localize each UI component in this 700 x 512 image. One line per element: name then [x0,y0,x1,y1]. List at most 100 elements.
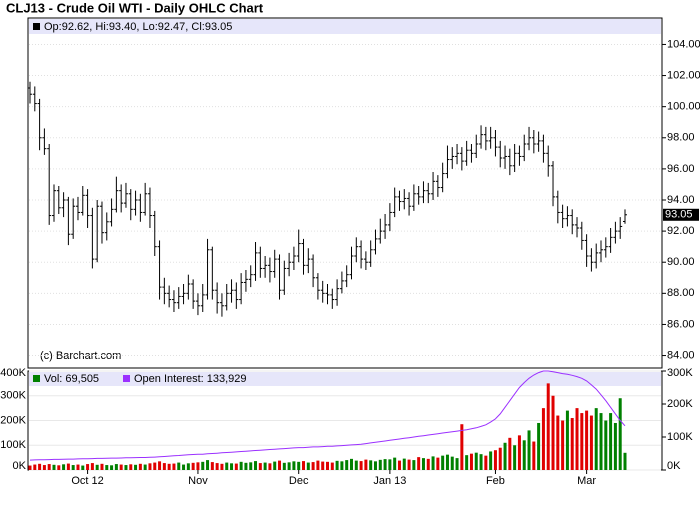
volume-bar [158,461,162,470]
volume-bar [254,461,258,470]
volume-bar [306,462,310,470]
volume-bar [38,463,42,470]
volume-bar [302,461,306,470]
y-tick-label: 88.00 [667,287,695,299]
y-tick-label: 400K [0,367,26,379]
price-panel [27,17,663,369]
y2-tick-label: 200K [667,398,693,410]
volume-bar [556,415,560,470]
volume-bar [345,460,349,470]
volume-bar [282,462,286,470]
volume-bar [66,463,70,470]
volume-bar [177,462,181,470]
volume-bar [119,464,123,470]
y-tick-label: 100.00 [667,101,700,113]
volume-bar [522,440,526,470]
volume-bar [210,462,214,470]
volume-bar [220,463,224,470]
volume-bar [378,459,382,470]
volume-bar [330,462,334,470]
volume-bar [42,465,46,470]
volume-bar [393,457,397,470]
volume-bar [124,465,128,470]
volume-bar [292,461,296,470]
y-tick-label: 86.00 [667,318,695,330]
volume-bar [570,418,574,470]
volume-bar [167,463,171,470]
volume-bar [503,442,507,470]
volume-bar [561,420,565,470]
volume-bar [599,413,603,470]
volume-bar [230,463,234,470]
volume-bar [172,463,176,470]
volume-bar [349,458,353,470]
plot-layer: 84.00 86.00 88.00 90.00 92.00 94.00 96.00 98.00… [0,38,700,487]
price-header-strip [29,19,661,34]
volume-bar [604,420,608,470]
volume-bar [100,463,104,470]
volume-bar [249,462,253,470]
volume-bar [95,464,99,470]
volume-bar [513,445,517,470]
volume-bar [134,464,138,470]
volume-bar [244,462,248,470]
volume-bar [498,447,502,470]
volume-bar [90,463,94,470]
volume-bar [258,463,262,470]
volume-bar [47,464,51,470]
volume-bar [369,460,373,470]
volume-bar [565,410,569,470]
volume-bar [76,464,80,470]
volume-bar [86,464,90,470]
volume-bar [541,408,545,470]
volume-bar [340,461,344,470]
volume-bar [129,464,133,470]
volume-bar [105,465,109,470]
volume-header-strip [29,372,661,386]
volume-bar [484,455,488,470]
volume-bar [201,461,205,470]
volume-bar [143,464,147,470]
volume-bar [110,465,114,470]
volume-bar [383,459,387,470]
y2-tick-label: 0K [667,460,681,472]
volume-bar [474,452,478,470]
volume-bar [364,459,368,470]
volume-bar [62,464,66,470]
volume-bar [186,463,190,470]
volume-bar [469,453,473,470]
header-marker [33,23,40,30]
volume-bar [421,458,425,470]
volume-bar [359,461,363,470]
volume-bar [613,422,617,470]
volume-bar [546,383,550,470]
volume-bar [206,460,210,470]
x-tick-label: Nov [188,475,208,487]
volume-bar [441,455,445,470]
volume-bar [297,461,301,470]
volume-bar [234,463,238,470]
volume-bar [326,461,329,470]
legend-swatch [123,375,130,382]
legend-swatch [33,375,40,382]
volume-bar [623,452,627,470]
chart-title: CLJ13 - Crude Oil WTI - Daily OHLC Chart [6,0,264,15]
volume-bar [225,462,229,470]
volume-bar [148,463,152,470]
y2-tick-label: 100K [667,431,693,443]
volume-bar [402,458,406,470]
volume-bar [138,463,142,470]
volume-bar [215,463,219,470]
volume-bar [609,413,613,470]
y-tick-label: 96.00 [667,163,695,175]
volume-bar [479,454,483,470]
volume-bar [465,455,469,470]
volume-bar [527,430,531,470]
y-tick-label: 92.00 [667,225,695,237]
volume-bar [436,457,440,470]
volume-bar [407,459,411,470]
volume-bar [81,465,85,470]
volume-bar [153,462,157,470]
x-tick-label: Dec [289,475,309,487]
